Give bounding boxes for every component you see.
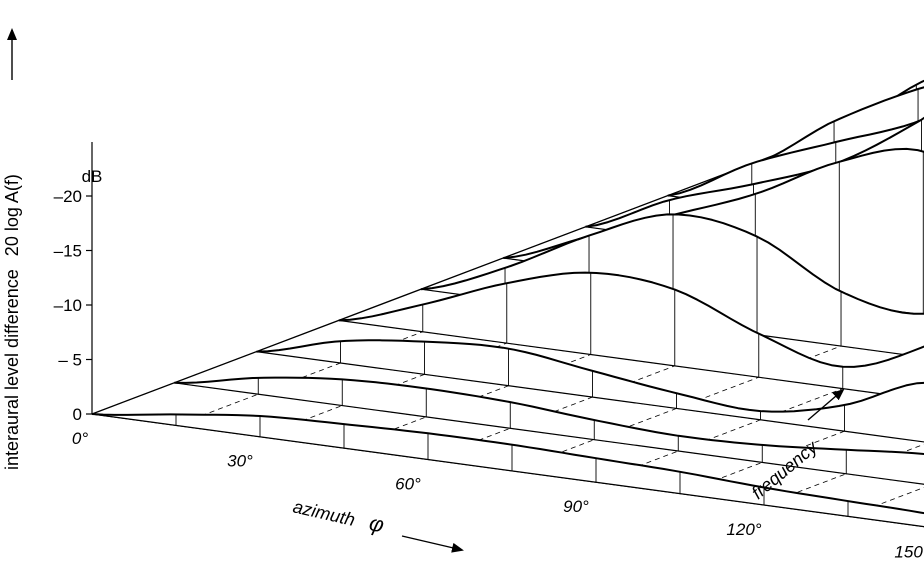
x-tick-label: 60° bbox=[395, 474, 421, 493]
svg-text:interaural level difference: interaural level difference 20 log A(f) bbox=[2, 174, 22, 470]
grid-edge bbox=[91, 413, 924, 528]
curtain-fill bbox=[256, 340, 924, 442]
x-tick-label: 120° bbox=[726, 520, 761, 539]
curtain-1250 bbox=[174, 376, 924, 485]
curtain-fill bbox=[338, 272, 924, 400]
curtain-fill bbox=[421, 214, 924, 358]
curtain-625 bbox=[91, 413, 924, 528]
curtain-base bbox=[174, 382, 924, 485]
curtain-2500 bbox=[338, 271, 924, 401]
curve-5600Hz bbox=[749, 86, 924, 166]
x-axis-symbol: φ bbox=[367, 510, 387, 538]
x-axis-arrow bbox=[401, 535, 464, 553]
curtain-base bbox=[338, 319, 924, 401]
z-tick-label: 0 bbox=[73, 405, 82, 424]
x-tick-label: 30° bbox=[227, 452, 253, 471]
curve-3100Hz bbox=[420, 213, 924, 315]
x-axis-title: azimuth φ bbox=[291, 493, 387, 538]
curtain-fill bbox=[92, 414, 924, 527]
curtain-base bbox=[91, 413, 924, 528]
z-axis-title-prefix: interaural level difference bbox=[2, 269, 22, 470]
curtain-fill bbox=[174, 377, 924, 485]
curve-1250Hz bbox=[174, 376, 924, 455]
z-tick-label: –15 bbox=[54, 242, 82, 261]
curve-4360Hz bbox=[585, 116, 924, 228]
x-tick-label: 90° bbox=[563, 497, 589, 516]
curve-1870Hz bbox=[256, 339, 924, 413]
frequency-curtains bbox=[91, 79, 924, 528]
grid-edge bbox=[91, 132, 833, 415]
x-axis-title-text: azimuth bbox=[291, 496, 357, 530]
x-tick-label: 0° bbox=[72, 429, 88, 448]
svg-text:azimuth φ: azimuth φ bbox=[291, 493, 387, 538]
z-unit-label: dB bbox=[82, 167, 103, 186]
curve-5000Hz bbox=[667, 117, 924, 197]
z-tick-label: –20 bbox=[54, 187, 82, 206]
z-tick-label: – 5 bbox=[58, 351, 82, 370]
curtain-base bbox=[256, 351, 924, 443]
x-ticks: 0°30°60°90°120°150°180° bbox=[72, 429, 924, 562]
z-tick-label: –10 bbox=[54, 296, 82, 315]
y-axis-arrow bbox=[807, 388, 845, 421]
curve-625Hz bbox=[91, 413, 924, 515]
grid-line-frequency bbox=[91, 413, 924, 528]
z-axis-title-formula: 20 log A(f) bbox=[2, 174, 22, 256]
curve-2500Hz bbox=[338, 271, 924, 368]
z-axis-title: interaural level difference 20 log A(f) bbox=[2, 174, 22, 470]
x-tick-label: 150° bbox=[894, 543, 924, 562]
curtain-1870 bbox=[256, 339, 924, 443]
z-ticks: 0 – 5 –10 –15 –20 bbox=[54, 187, 92, 424]
